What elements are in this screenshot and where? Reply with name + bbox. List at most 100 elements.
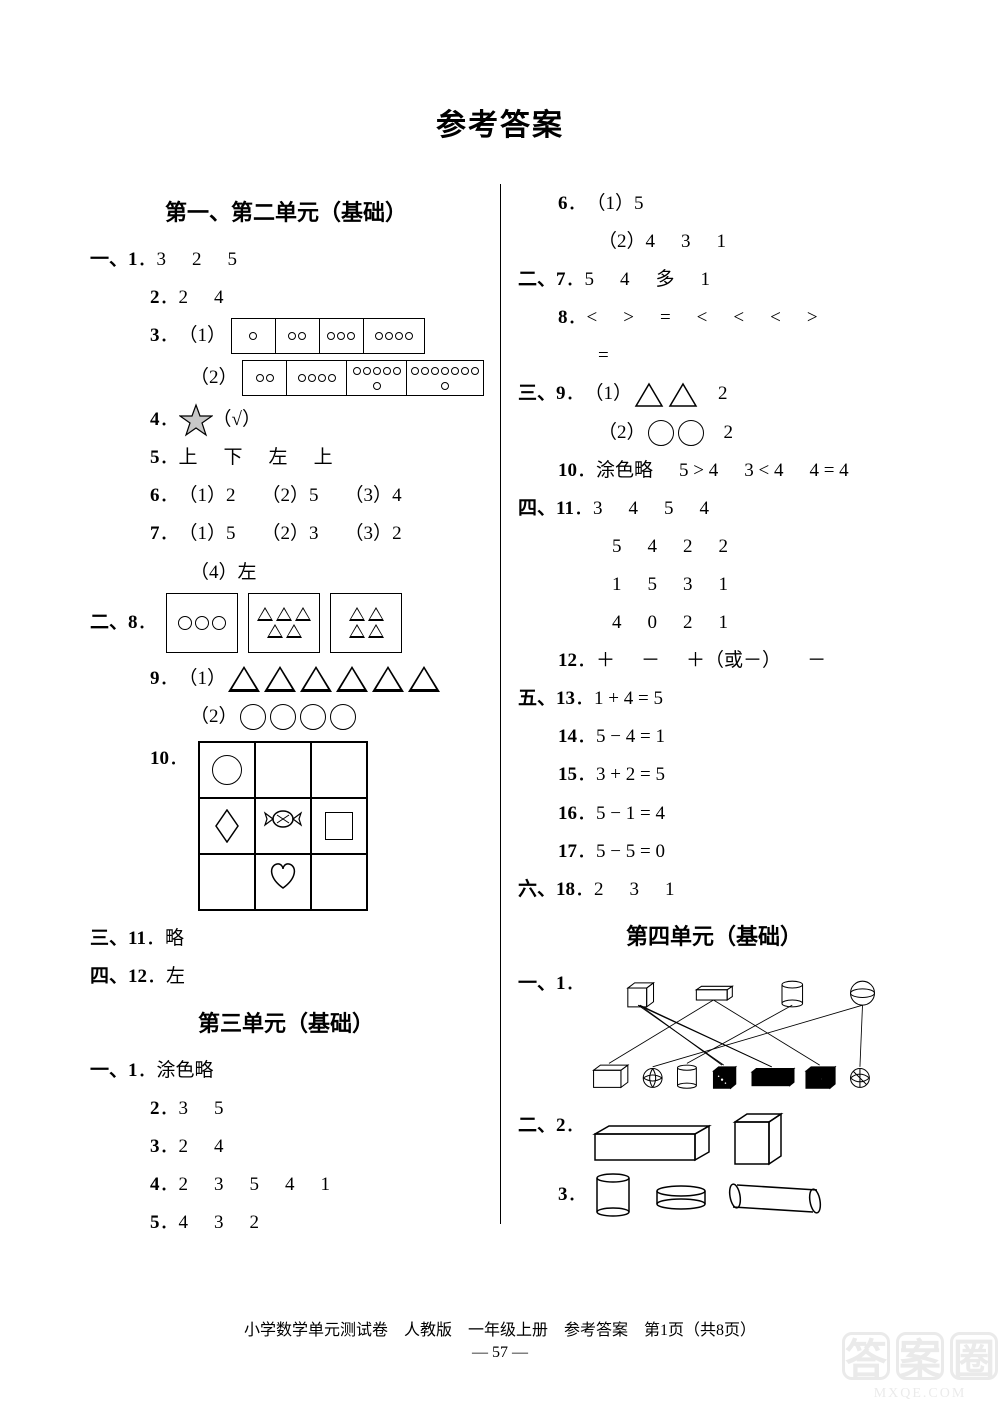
q3-r2-label: （2） — [190, 360, 238, 396]
group-b-label: 二、 — [90, 605, 128, 641]
q7-p4l: （4） — [190, 555, 238, 591]
q3-r1-table — [231, 318, 425, 354]
footer: 小学数学单元测试卷 人教版 一年级上册 参考答案 第1页（共8页） — 57 — — [0, 1316, 1000, 1362]
q5-v1: 上 — [179, 440, 198, 476]
triangle-icon — [634, 382, 664, 408]
q6-p3v: 4 — [392, 478, 402, 514]
r-q7-v4: 1 — [701, 262, 711, 298]
s2-q2-v1: 3 — [179, 1091, 189, 1127]
q7-p2v: 3 — [309, 516, 319, 552]
r-group-c-label: 三、 — [518, 376, 556, 412]
r-q15-num: 15 — [558, 757, 577, 793]
s2-q4-v3: 5 — [250, 1167, 260, 1203]
r-q8-v2: > — [623, 300, 634, 336]
circle-icon — [648, 420, 674, 446]
s3-q1-num: 1 — [556, 966, 566, 1002]
r-q6-r2-l: （2） — [598, 224, 646, 260]
r-q9-r2-v: 2 — [724, 415, 734, 451]
r-q18-v2: 3 — [630, 872, 640, 908]
q7-p1v: 5 — [226, 516, 236, 552]
s3-group-a-label: 一、 — [518, 966, 556, 1002]
q5-num: 5 — [150, 440, 160, 476]
candy-icon — [263, 807, 303, 844]
s2-q3-v2: 4 — [214, 1129, 224, 1165]
r-q11-r1-3: 5 — [664, 491, 674, 527]
r-group-f-label: 六、 — [518, 872, 556, 908]
q11-val: 略 — [165, 921, 184, 957]
r-q8-v7: > — [807, 300, 818, 336]
r-q12-v2: － — [641, 643, 660, 679]
q2-num: 2 — [150, 280, 160, 316]
square-icon — [325, 812, 353, 840]
r-q7-v1: 5 — [585, 262, 595, 298]
r-q11-r3-4: 1 — [719, 567, 729, 603]
r-q7-v3: 多 — [656, 262, 675, 298]
q6-p1v: 2 — [226, 478, 236, 514]
star-icon — [179, 403, 213, 437]
r-q10-c3: 4 = 4 — [809, 453, 848, 489]
right-column: 6． （1） 5 （2） 4 3 1 二、 7． 5 4 多 1 8． — [500, 184, 910, 1243]
prisms-icon — [585, 1108, 825, 1168]
s3-group-b-label: 二、 — [518, 1108, 556, 1144]
r-q6-r2-v1: 4 — [646, 224, 656, 260]
r-group-e-label: 五、 — [518, 681, 556, 717]
q1-v3: 5 — [228, 242, 238, 278]
r-q6-r1-l: （1） — [587, 186, 635, 222]
r-q11-r3-2: 5 — [648, 567, 658, 603]
r-q10-c2: 3 < 4 — [744, 453, 783, 489]
r-q10-num: 10 — [558, 453, 577, 489]
r-q11-r2-3: 2 — [683, 529, 693, 565]
footer-page: — 57 — — [0, 1344, 1000, 1362]
s2-q4-v2: 3 — [214, 1167, 224, 1203]
r-q8-v6: < — [770, 300, 781, 336]
q6-p3l: （3） — [345, 478, 393, 514]
q6-p1l: （1） — [179, 478, 227, 514]
q10-num: 10 — [150, 741, 169, 777]
q9-r2-shapes — [238, 699, 358, 735]
r-q10-prefix: 涂色略 — [596, 453, 653, 489]
q6-p2l: （2） — [262, 478, 310, 514]
column-divider — [500, 184, 501, 1224]
q7-p2l: （2） — [262, 516, 310, 552]
q2-v2: 4 — [214, 280, 224, 316]
q3-r1-label: （1） — [179, 318, 227, 354]
footer-line: 小学数学单元测试卷 人教版 一年级上册 参考答案 第1页（共8页） — [0, 1316, 1000, 1340]
r-q6-r2-v3: 1 — [717, 224, 727, 260]
r-q11-r3-1: 1 — [612, 567, 622, 603]
r-q18-num: 18 — [556, 872, 575, 908]
circle-icon — [678, 420, 704, 446]
s2-q5-v1: 4 — [179, 1205, 189, 1241]
q3-num: 3 — [150, 318, 160, 354]
left-column: 第一、第二单元（基础） 一、 1． 3 2 5 2． 2 4 3． （1） — [90, 184, 500, 1243]
q7-p3v: 2 — [392, 516, 402, 552]
q7-p1l: （1） — [179, 516, 227, 552]
q9-r1-label: （1） — [179, 661, 227, 697]
q4-mark: （√） — [213, 402, 261, 438]
r-q11-r4-2: 0 — [648, 605, 658, 641]
section-2-title: 第三单元（基础） — [90, 1003, 482, 1045]
q11-num: 11 — [128, 921, 146, 957]
q7-p3l: （3） — [345, 516, 393, 552]
q6-p2v: 5 — [309, 478, 319, 514]
r-q16-num: 16 — [558, 796, 577, 832]
q5-v3: 左 — [269, 440, 288, 476]
r-q13-val: 1 + 4 = 5 — [594, 681, 663, 717]
r-q8-v4: < — [697, 300, 708, 336]
r-q11-r2-2: 4 — [648, 529, 658, 565]
section-1-title: 第一、第二单元（基础） — [90, 192, 482, 234]
s2-q4-num: 4 — [150, 1167, 160, 1203]
r-q11-r1-1: 3 — [593, 491, 603, 527]
r-q11-r2-1: 5 — [612, 529, 622, 565]
r-q17-num: 17 — [558, 834, 577, 870]
r-q11-r3-3: 3 — [683, 567, 693, 603]
q7-p4v: 左 — [238, 555, 257, 591]
triangle-icon — [668, 382, 698, 408]
r-group-d-label: 四、 — [518, 491, 556, 527]
circle-icon — [212, 755, 242, 785]
q3-r2-table — [242, 360, 484, 396]
group-a-label: 一、 — [90, 242, 128, 278]
r-q7-num: 7 — [556, 262, 566, 298]
q6-num: 6 — [150, 478, 160, 514]
r-q18-v1: 2 — [594, 872, 604, 908]
s2-q4-v5: 1 — [321, 1167, 331, 1203]
